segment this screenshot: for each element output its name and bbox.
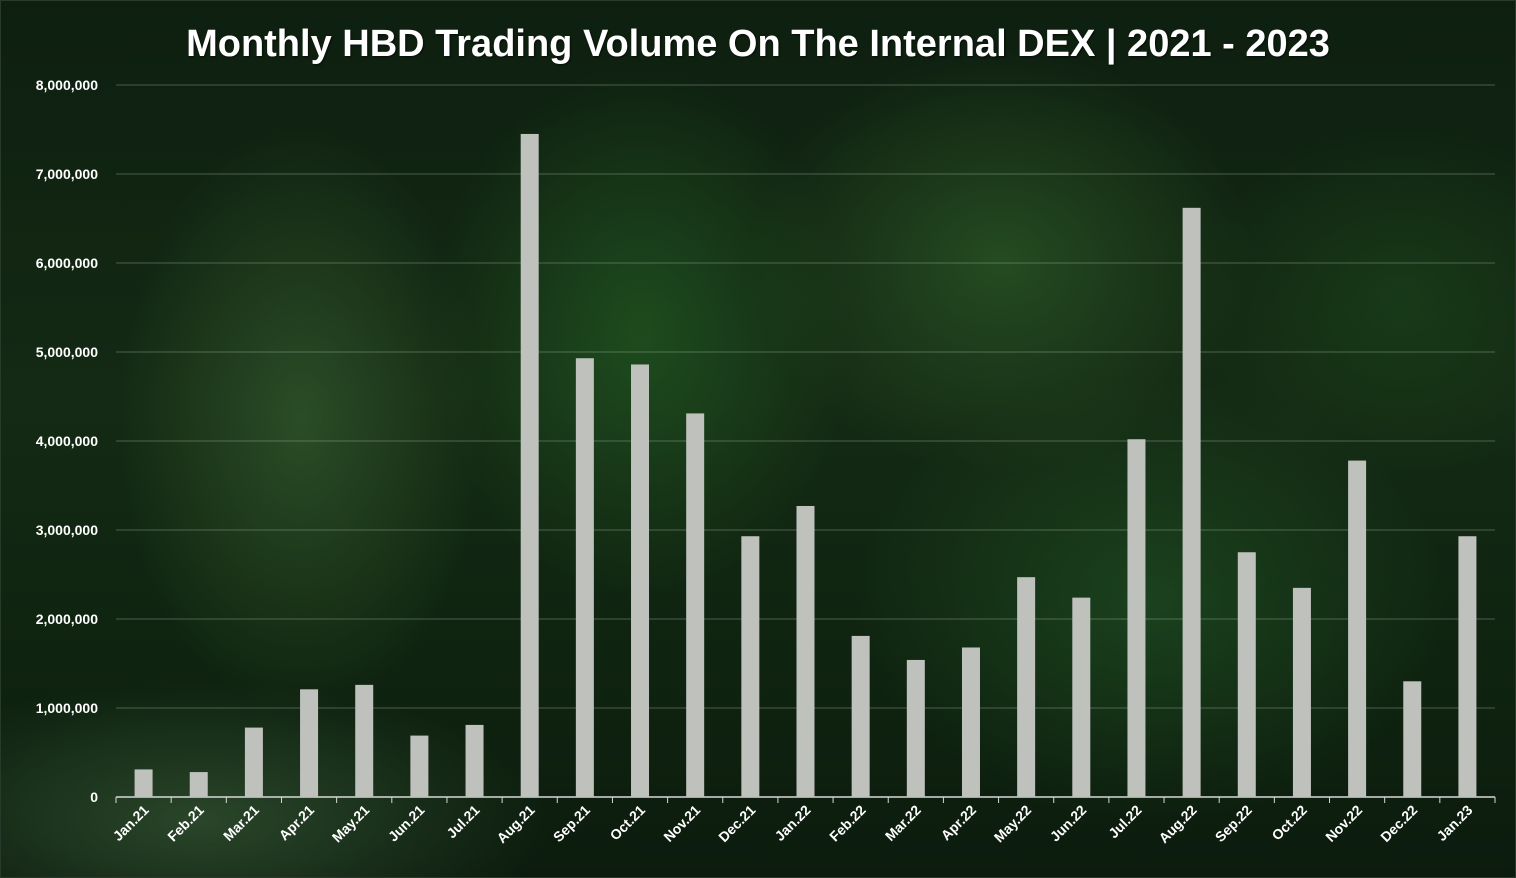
- bar: [906, 659, 925, 797]
- bar: [1237, 552, 1256, 797]
- x-tick-label: Mar.22: [882, 802, 924, 844]
- bar: [961, 647, 980, 797]
- x-tick-label: Oct.22: [1268, 802, 1310, 844]
- y-tick-label: 4,000,000: [36, 433, 98, 449]
- bar: [410, 735, 429, 797]
- x-tick-label: Apr.22: [938, 802, 980, 844]
- bar: [465, 724, 484, 797]
- x-tick-label: May.22: [991, 802, 1035, 846]
- x-tick-label: Jan.21: [110, 802, 152, 844]
- y-tick-label: 5,000,000: [36, 344, 98, 360]
- bar: [1127, 439, 1146, 797]
- bar: [1348, 460, 1367, 797]
- bar: [300, 689, 319, 797]
- x-tick-label: Feb.22: [826, 802, 869, 845]
- x-tick-label: Jan.23: [1433, 802, 1475, 844]
- x-tick-label: Jun.22: [1047, 802, 1090, 845]
- y-tick-label: 7,000,000: [36, 166, 98, 182]
- y-tick-label: 0: [90, 789, 98, 805]
- x-tick-label: Oct.21: [607, 802, 649, 844]
- x-tick-label: Apr.21: [276, 802, 318, 844]
- bar: [1182, 207, 1201, 797]
- x-tick-label: Jun.21: [385, 802, 428, 845]
- x-tick-label: May.21: [329, 802, 373, 846]
- bar: [189, 772, 208, 797]
- x-tick-label: Jul.21: [443, 802, 483, 842]
- x-tick-label: Jul.22: [1105, 802, 1145, 842]
- x-tick-label: Feb.21: [164, 802, 207, 845]
- y-tick-label: 6,000,000: [36, 255, 98, 271]
- bar: [134, 769, 153, 797]
- bar: [355, 684, 374, 797]
- bar: [1403, 681, 1422, 797]
- bar: [796, 505, 815, 797]
- bar: [520, 133, 539, 797]
- x-tick-label: Dec.22: [1377, 802, 1420, 845]
- bar: [244, 727, 263, 797]
- x-tick-label: Nov.22: [1322, 802, 1365, 845]
- y-tick-label: 1,000,000: [36, 700, 98, 716]
- bar: [686, 413, 705, 797]
- y-tick-label: 8,000,000: [36, 77, 98, 93]
- x-tick-label: Jan.22: [771, 802, 813, 844]
- x-tick-label: Dec.21: [715, 802, 758, 845]
- bar: [1017, 577, 1036, 797]
- y-tick-label: 2,000,000: [36, 611, 98, 627]
- chart-title: Monthly HBD Trading Volume On The Intern…: [186, 23, 1330, 65]
- bar: [1072, 597, 1091, 797]
- bar: [741, 536, 760, 797]
- y-tick-label: 3,000,000: [36, 522, 98, 538]
- x-tick-label: Aug.21: [493, 802, 537, 846]
- bar: [851, 635, 870, 797]
- bar: [631, 364, 650, 797]
- x-tick-label: Aug.22: [1155, 802, 1199, 846]
- x-tick-label: Sep.21: [550, 802, 593, 845]
- x-tick-label: Sep.22: [1212, 802, 1255, 845]
- x-tick-label: Nov.21: [660, 802, 703, 845]
- bar: [1292, 587, 1311, 797]
- bar: [1458, 536, 1477, 797]
- bar: [575, 358, 594, 797]
- x-tick-label: Mar.21: [220, 802, 262, 844]
